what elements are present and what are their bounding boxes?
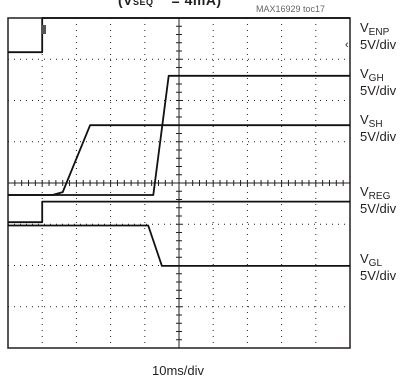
channel-label-vgl: VGL 5V/div bbox=[360, 251, 397, 283]
trigger-position-arrow: ‹ bbox=[345, 39, 349, 51]
channel-label-venp: VENP 5V/div bbox=[360, 20, 397, 52]
trace-venp bbox=[8, 17, 350, 54]
figure-id: MAX16929 toc17 bbox=[256, 4, 326, 14]
trace-vgl bbox=[8, 224, 350, 267]
timebase-label: 10ms/div bbox=[152, 363, 205, 378]
grid bbox=[8, 18, 350, 348]
trace-vsh bbox=[8, 124, 350, 196]
trigger-marker bbox=[41, 25, 46, 34]
channel-label-vgh: VGH 5V/div bbox=[360, 66, 397, 98]
trace-vreg bbox=[8, 200, 350, 224]
traces bbox=[8, 17, 350, 267]
trace-vgh bbox=[8, 74, 350, 196]
channel-label-vsh: VSH 5V/div bbox=[360, 112, 397, 144]
chart-title: (VSEQ = 4mA) bbox=[118, 0, 222, 8]
channel-label-vreg: VREG 5V/div bbox=[360, 184, 397, 216]
markers: ‹ bbox=[41, 25, 349, 51]
